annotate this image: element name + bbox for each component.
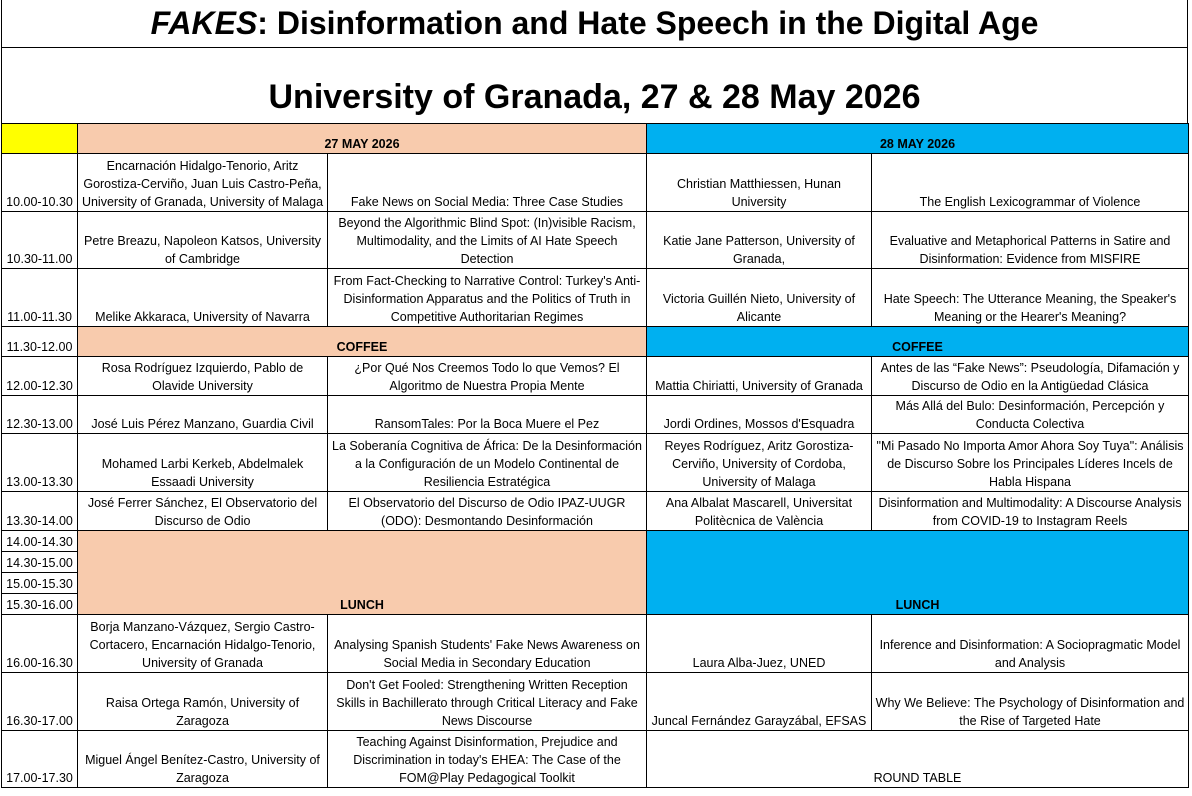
- day1-talk-title: La Soberanía Cognitiva de África: De la …: [327, 433, 647, 492]
- day2-talk-title: "Mi Pasado No Importa Amor Ahora Soy Tuy…: [871, 433, 1189, 492]
- time-cell: 11.00-11.30: [1, 268, 78, 327]
- time-cell: 12.00-12.30: [1, 356, 78, 396]
- day2-talk-title: Antes de las “Fake News”: Pseudología, D…: [871, 356, 1189, 396]
- day2-speaker: Reyes Rodríguez, Aritz Gorostiza-Cerviño…: [646, 433, 872, 492]
- day2-talk-title: Más Allá del Bulo: Desinformación, Perce…: [871, 395, 1189, 434]
- day2-speaker: Laura Alba-Juez, UNED: [646, 614, 872, 673]
- day1-speaker: Miguel Ángel Benítez-Castro, University …: [77, 730, 328, 788]
- table-row: 16.00-16.30 Borja Manzano-Vázquez, Sergi…: [1, 614, 1189, 673]
- day1-coffee-break: COFFEE: [77, 326, 647, 357]
- day2-talk-title: Why We Believe: The Psychology of Disinf…: [871, 672, 1189, 731]
- time-cell: 13.00-13.30: [1, 433, 78, 492]
- time-cell: 14.00-14.30: [1, 530, 78, 552]
- table-row: 13.00-13.30 Mohamed Larbi Kerkeb, Abdelm…: [1, 433, 1189, 492]
- table-row: 10.30-11.00 Petre Breazu, Napoleon Katso…: [1, 211, 1189, 269]
- day2-lunch-break: LUNCH: [646, 530, 1189, 615]
- round-table: ROUND TABLE: [646, 730, 1189, 788]
- day2-speaker: Katie Jane Patterson, University of Gran…: [646, 211, 872, 269]
- table-row: 13.30-14.00 José Ferrer Sánchez, El Obse…: [1, 491, 1189, 531]
- day1-header: 27 MAY 2026: [77, 123, 647, 154]
- day1-talk-title: From Fact-Checking to Narrative Control:…: [327, 268, 647, 327]
- time-cell: 13.30-14.00: [1, 491, 78, 531]
- time-cell: 11.30-12.00: [1, 326, 78, 357]
- day2-talk-title: Evaluative and Metaphorical Patterns in …: [871, 211, 1189, 269]
- day1-talk-title: Beyond the Algorithmic Blind Spot: (In)v…: [327, 211, 647, 269]
- page-title: FAKES : Disinformation and Hate Speech i…: [1, 0, 1188, 48]
- table-row: 17.00-17.30 Miguel Ángel Benítez-Castro,…: [1, 730, 1189, 788]
- time-cell: 12.30-13.00: [1, 395, 78, 434]
- day1-speaker: Rosa Rodríguez Izquierdo, Pablo de Olavi…: [77, 356, 328, 396]
- day2-talk-title: Hate Speech: The Utterance Meaning, the …: [871, 268, 1189, 327]
- schedule-table: 27 MAY 2026 28 MAY 2026 10.00-10.30 Enca…: [1, 123, 1189, 788]
- day1-lunch-break: LUNCH: [77, 530, 647, 615]
- table-row: 10.00-10.30 Encarnación Hidalgo-Tenorio,…: [1, 153, 1189, 212]
- day1-speaker: José Luis Pérez Manzano, Guardia Civil: [77, 395, 328, 434]
- time-cell: 17.00-17.30: [1, 730, 78, 788]
- table-row: 12.00-12.30 Rosa Rodríguez Izquierdo, Pa…: [1, 356, 1189, 396]
- time-cell: 10.00-10.30: [1, 153, 78, 212]
- day2-speaker: Mattia Chiriatti, University of Granada: [646, 356, 872, 396]
- day1-speaker: Borja Manzano-Vázquez, Sergio Castro-Cor…: [77, 614, 328, 673]
- day2-coffee-break: COFFEE: [646, 326, 1189, 357]
- day2-speaker: Ana Albalat Mascarell, Universitat Polit…: [646, 491, 872, 531]
- corner-cell: [1, 123, 78, 154]
- lunch-row: 14.00-14.30 LUNCH LUNCH: [1, 530, 1189, 615]
- day1-speaker: Petre Breazu, Napoleon Katsos, Universit…: [77, 211, 328, 269]
- day2-talk-title: The English Lexicogrammar of Violence: [871, 153, 1189, 212]
- time-cell: 10.30-11.00: [1, 211, 78, 269]
- page-subtitle: University of Granada, 27 & 28 May 2026: [1, 48, 1188, 123]
- table-row: 16.30-17.00 Raisa Ortega Ramón, Universi…: [1, 672, 1189, 731]
- table-row: 12.30-13.00 José Luis Pérez Manzano, Gua…: [1, 395, 1189, 434]
- lunch-row: 14.30-15.00: [1, 551, 1189, 573]
- day1-talk-title: Teaching Against Disinformation, Prejudi…: [327, 730, 647, 788]
- day1-talk-title: Fake News on Social Media: Three Case St…: [327, 153, 647, 212]
- day-header-row: 27 MAY 2026 28 MAY 2026: [1, 123, 1189, 154]
- day1-speaker: Raisa Ortega Ramón, University of Zarago…: [77, 672, 328, 731]
- day1-talk-title: El Observatorio del Discurso de Odio IPA…: [327, 491, 647, 531]
- title-rest: : Disinformation and Hate Speech in the …: [257, 5, 1039, 41]
- day1-speaker: José Ferrer Sánchez, El Observatorio del…: [77, 491, 328, 531]
- time-cell: 15.00-15.30: [1, 572, 78, 594]
- table-row: 11.00-11.30 Melike Akkaraca, University …: [1, 268, 1189, 327]
- day2-speaker: Victoria Guillén Nieto, University of Al…: [646, 268, 872, 327]
- coffee-row: 11.30-12.00 COFFEE COFFEE: [1, 326, 1189, 357]
- day1-speaker: Encarnación Hidalgo-Tenorio, Aritz Goros…: [77, 153, 328, 212]
- title-emphasis: FAKES: [150, 5, 258, 41]
- day1-talk-title: RansomTales: Por la Boca Muere el Pez: [327, 395, 647, 434]
- day1-talk-title: Analysing Spanish Students' Fake News Aw…: [327, 614, 647, 673]
- day1-speaker: Mohamed Larbi Kerkeb, Abdelmalek Essaadi…: [77, 433, 328, 492]
- day2-speaker: Jordi Ordines, Mossos d'Esquadra: [646, 395, 872, 434]
- day2-speaker: Christian Matthiessen, Hunan University: [646, 153, 872, 212]
- time-cell: 16.30-17.00: [1, 672, 78, 731]
- time-cell: 16.00-16.30: [1, 614, 78, 673]
- day1-talk-title: Don't Get Fooled: Strengthening Written …: [327, 672, 647, 731]
- time-cell: 14.30-15.00: [1, 551, 78, 573]
- day2-speaker: Juncal Fernández Garayzábal, EFSAS: [646, 672, 872, 731]
- day2-talk-title: Inference and Disinformation: A Sociopra…: [871, 614, 1189, 673]
- day1-talk-title: ¿Por Qué Nos Creemos Todo lo que Vemos? …: [327, 356, 647, 396]
- day1-speaker: Melike Akkaraca, University of Navarra: [77, 268, 328, 327]
- time-cell: 15.30-16.00: [1, 593, 78, 615]
- day2-header: 28 MAY 2026: [646, 123, 1189, 154]
- day2-talk-title: Disinformation and Multimodality: A Disc…: [871, 491, 1189, 531]
